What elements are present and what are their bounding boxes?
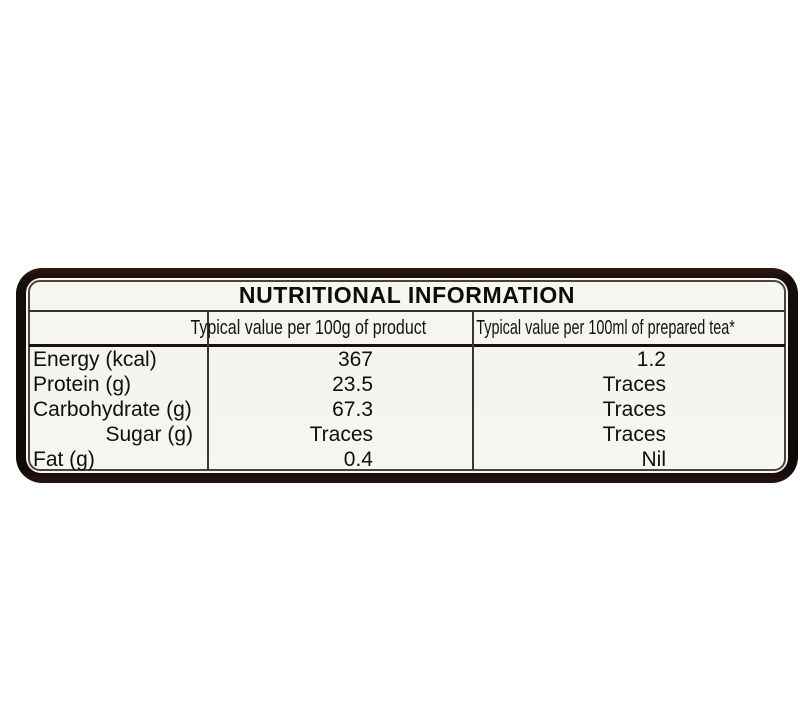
label-paper: NUTRITIONAL INFORMATION Typical value pe… [26, 278, 788, 473]
column-header-per-100ml: Typical value per 100ml of prepared tea* [426, 317, 785, 340]
table-body: Energy (kcal) 367 1.2 Protein (g) 23.5 T… [29, 347, 785, 472]
column-header-per-100ml-text: Typical value per 100ml of prepared tea* [476, 316, 735, 339]
column-divider-2 [472, 312, 474, 470]
column-divider-1 [207, 312, 209, 470]
label-title-row: NUTRITIONAL INFORMATION [29, 280, 785, 312]
nutrition-label: NUTRITIONAL INFORMATION Typical value pe… [16, 268, 798, 483]
value-per-100ml: Traces [602, 373, 666, 396]
value-per-100ml: Traces [602, 398, 666, 421]
table-row: Sugar (g) Traces Traces [29, 422, 785, 447]
value-per-100ml: Traces [602, 423, 666, 446]
label-title: NUTRITIONAL INFORMATION [238, 281, 576, 308]
value-per-100ml: Nil [641, 448, 667, 471]
nutrient-name: Carbohydrate (g) [33, 398, 192, 421]
table-row: Fat (g) 0.4 Nil [29, 447, 785, 472]
value-per-100g: Traces [309, 423, 373, 446]
nutrient-name: Sugar (g) [105, 423, 193, 446]
table-row: Protein (g) 23.5 Traces [29, 372, 785, 397]
value-per-100ml: 1.2 [636, 348, 666, 371]
column-header-per-100g: Typical value per 100g of product [161, 317, 426, 340]
nutrition-table: Typical value per 100g of product Typica… [29, 312, 785, 472]
table-row: Energy (kcal) 367 1.2 [29, 347, 785, 372]
value-per-100g: 67.3 [332, 398, 373, 421]
value-per-100g: 0.4 [343, 448, 373, 471]
nutrient-name: Energy (kcal) [33, 348, 157, 371]
value-per-100g: 23.5 [332, 373, 373, 396]
column-header-per-100g-text: Typical value per 100g of product [190, 316, 427, 339]
table-row: Carbohydrate (g) 67.3 Traces [29, 397, 785, 422]
nutrient-name: Fat (g) [33, 448, 95, 471]
table-header-row: Typical value per 100g of product Typica… [29, 312, 785, 347]
value-per-100g: 367 [337, 348, 373, 371]
nutrient-name: Protein (g) [33, 373, 132, 396]
